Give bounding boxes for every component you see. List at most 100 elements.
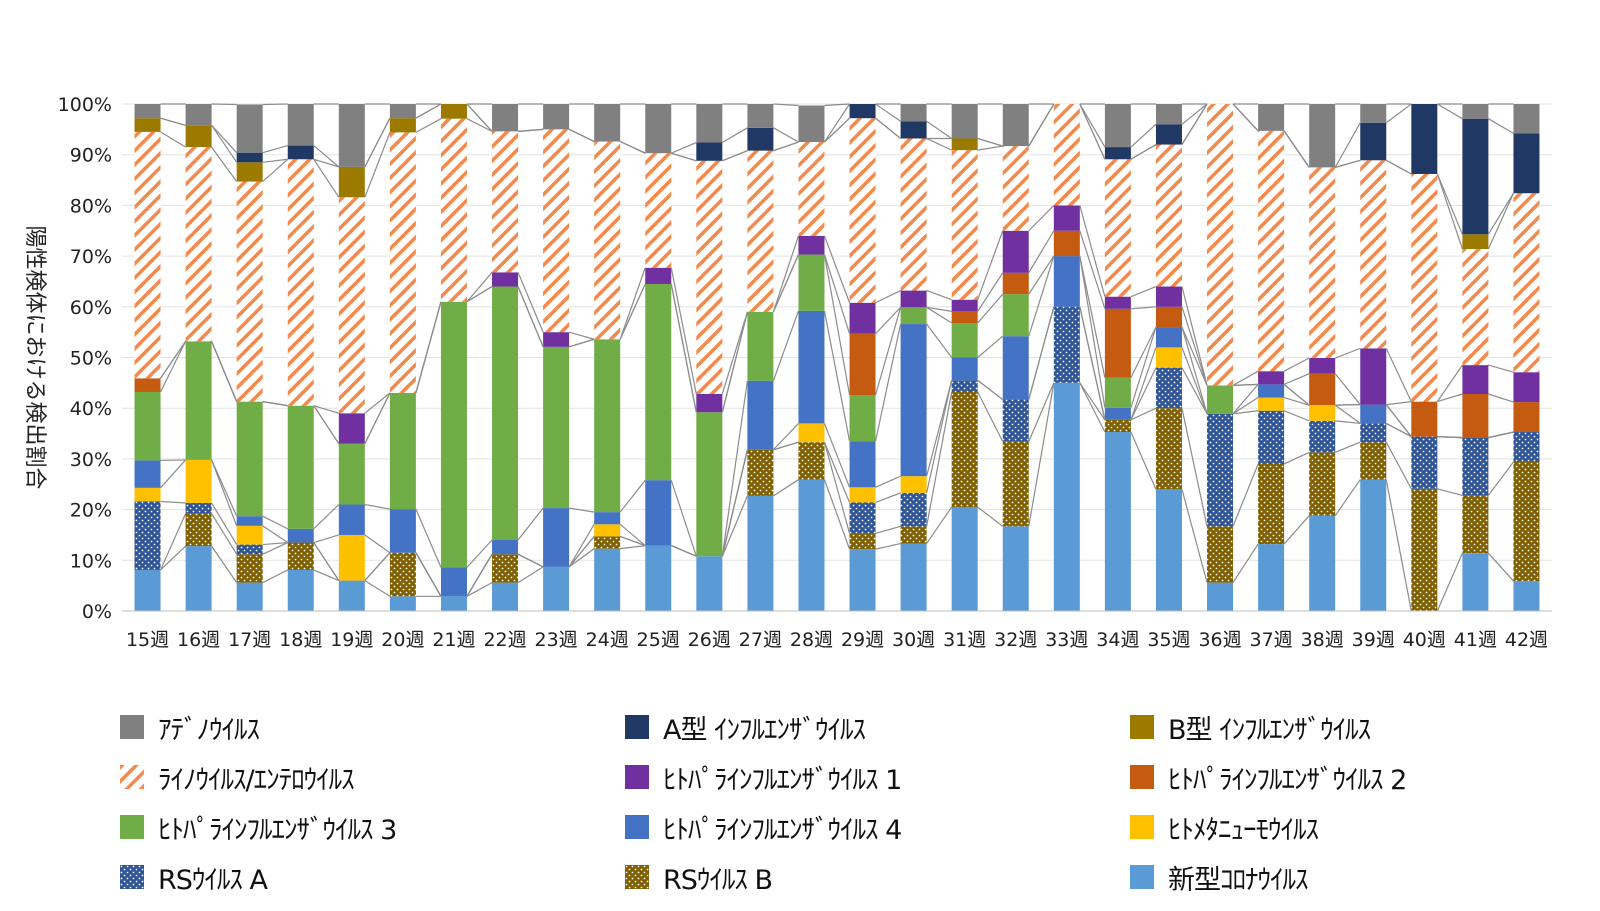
bar-segment xyxy=(389,509,416,553)
bar-segment xyxy=(900,324,927,477)
bar-segment xyxy=(543,566,570,611)
series-line xyxy=(1488,431,1514,439)
y-tick-label: 40% xyxy=(70,398,112,420)
legend-swatch xyxy=(1130,815,1154,839)
bar-segment xyxy=(1104,104,1131,148)
series-line xyxy=(721,311,748,413)
series-line xyxy=(211,545,238,583)
legend-swatch xyxy=(120,765,144,789)
x-tick-label: 20週 xyxy=(381,629,424,651)
bar-segment xyxy=(1513,104,1540,134)
series-line xyxy=(926,323,953,358)
bar-segment xyxy=(1258,384,1285,398)
series-line xyxy=(1079,382,1106,433)
series-line xyxy=(1335,159,1361,168)
series-line xyxy=(262,542,289,555)
series-line xyxy=(1334,347,1361,359)
series-line xyxy=(1232,383,1259,415)
series-line xyxy=(1028,103,1055,147)
series-line xyxy=(364,132,391,198)
bar-segment xyxy=(747,449,774,496)
bar-segment xyxy=(1360,479,1387,611)
bar-segment xyxy=(543,104,570,130)
series-line xyxy=(773,479,799,497)
series-line xyxy=(1028,306,1055,400)
series-line xyxy=(1385,441,1412,490)
bar-segment xyxy=(440,567,467,597)
bar-segment xyxy=(1053,104,1080,206)
bar-segment xyxy=(134,460,161,488)
bar-segment xyxy=(236,162,263,182)
series-line xyxy=(875,103,901,122)
bar-segment xyxy=(338,197,365,414)
series-line xyxy=(313,158,339,168)
bar-segment xyxy=(1513,402,1540,433)
x-tick-label: 24週 xyxy=(586,629,629,651)
series-line xyxy=(1334,122,1361,168)
y-axis: 0% 10% 20% 30% 40% 50% 60% 70% 80% 90% 100% xyxy=(58,94,112,623)
x-tick-label: 27週 xyxy=(739,629,782,651)
bar-segment xyxy=(543,129,570,333)
series-line xyxy=(466,103,493,132)
series-line xyxy=(772,235,800,313)
series-line xyxy=(364,580,391,597)
y-tick-label: 0% xyxy=(82,601,112,623)
series-line xyxy=(1028,230,1055,274)
bar-segment xyxy=(185,104,212,126)
series-line xyxy=(1232,370,1259,386)
series-line xyxy=(619,283,646,340)
bar-segment xyxy=(1155,144,1182,287)
bar-segment xyxy=(543,332,570,347)
bar-segment xyxy=(900,138,927,291)
series-line xyxy=(160,459,186,462)
series-line xyxy=(926,306,952,324)
x-tick-label: 19週 xyxy=(330,629,373,651)
series-line xyxy=(773,141,799,152)
bar-segment xyxy=(1309,167,1336,359)
legend-label: ﾋﾄﾊﾟﾗｲﾝﾌﾙｴﾝｻﾞｳｲﾙｽ 3 xyxy=(158,814,397,846)
series-line xyxy=(1130,123,1157,148)
bar-segment xyxy=(492,554,519,583)
bar-segment xyxy=(645,480,672,546)
bar-segment xyxy=(747,127,774,151)
bar-segment xyxy=(134,487,161,502)
bars xyxy=(134,104,1540,611)
bar-segment xyxy=(1513,193,1540,373)
bar-segment xyxy=(849,118,876,303)
series-line xyxy=(875,117,901,139)
x-tick-label: 23週 xyxy=(535,629,578,651)
bar-segment xyxy=(900,290,927,308)
series-line xyxy=(1181,286,1208,386)
bar-segment xyxy=(1155,367,1182,409)
series-line xyxy=(1028,382,1055,442)
bar-segment xyxy=(1513,581,1540,611)
x-tick-label: 32週 xyxy=(994,629,1037,651)
series-line xyxy=(415,118,442,133)
series-line xyxy=(671,545,697,557)
legend-swatch xyxy=(625,765,649,789)
series-line xyxy=(262,525,289,544)
legend-label: ﾋﾄﾊﾟﾗｲﾝﾌﾙｴﾝｻﾞｳｲﾙｽ 4 xyxy=(663,814,902,846)
y-tick-label: 10% xyxy=(70,550,112,572)
x-tick-label: 33週 xyxy=(1045,629,1088,651)
series-line xyxy=(262,144,288,154)
legend-swatch xyxy=(1130,715,1154,739)
bar-segment xyxy=(1411,104,1438,174)
bar-segment xyxy=(1104,159,1131,297)
series-line xyxy=(211,124,238,154)
series-line xyxy=(1385,479,1412,612)
series-line xyxy=(926,120,953,139)
legend-item: A型 ｲﾝﾌﾙｴﾝｻﾞｳｲﾙｽ xyxy=(625,708,1130,746)
bar-segment xyxy=(594,536,621,549)
series-line xyxy=(1079,256,1106,408)
series-line xyxy=(823,423,851,488)
series-line xyxy=(466,286,493,303)
series-line xyxy=(517,553,544,568)
series-line xyxy=(466,539,493,568)
series-line xyxy=(773,441,799,451)
bar-segment xyxy=(849,502,876,534)
x-tick-label: 38週 xyxy=(1301,629,1344,651)
series-line xyxy=(722,150,748,162)
bar-segment xyxy=(1462,104,1489,119)
legend-item: ｱﾃﾞﾉｳｲﾙｽ xyxy=(120,708,625,746)
